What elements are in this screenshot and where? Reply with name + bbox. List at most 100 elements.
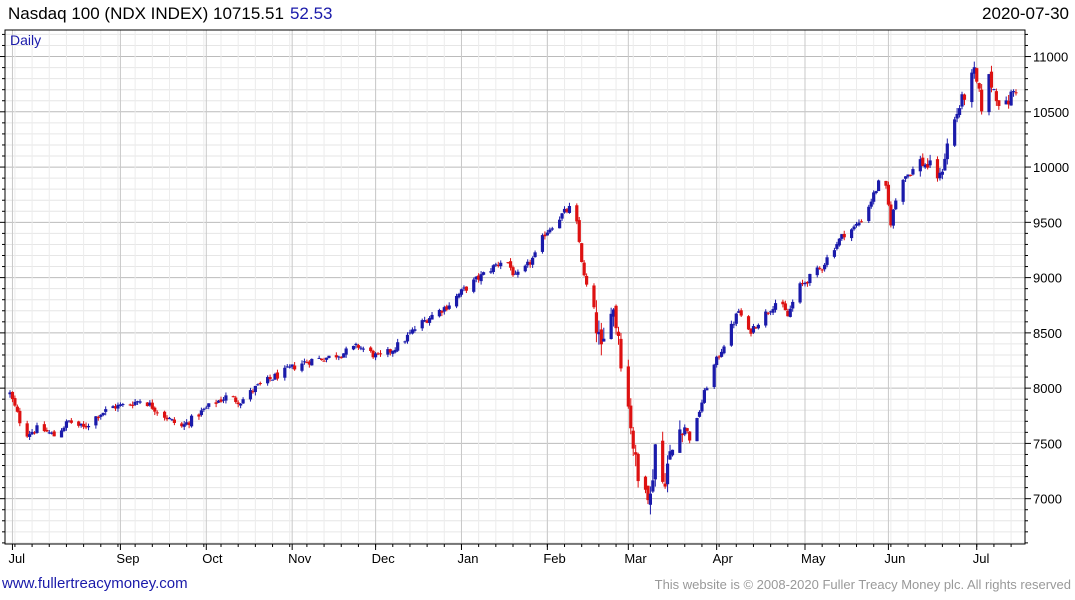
candle-body <box>165 417 169 420</box>
candle-body <box>852 226 856 230</box>
candle-body <box>150 402 154 409</box>
candle-body <box>869 201 873 207</box>
candle-body <box>734 313 738 324</box>
candle-body <box>273 373 277 380</box>
candle-body <box>283 367 287 378</box>
candle-body <box>69 420 73 423</box>
candle-body <box>646 485 650 501</box>
candle-body <box>420 320 424 329</box>
candle-body <box>786 310 790 317</box>
candle-body <box>18 410 22 424</box>
candle-body <box>808 273 812 284</box>
candle-body <box>665 463 670 485</box>
candle-body <box>953 119 957 146</box>
candle-body <box>256 384 260 386</box>
candle-body <box>874 191 878 194</box>
website-link[interactable]: www.fullertreacymoney.com <box>2 575 188 592</box>
candle-body <box>722 346 726 354</box>
candle-body <box>464 286 468 291</box>
y-tick-label: 8000 <box>1033 381 1062 396</box>
candle-body <box>82 423 86 427</box>
candle-body <box>322 360 326 362</box>
candle-body <box>835 244 839 249</box>
candle-body <box>248 390 253 400</box>
candle-body <box>494 264 498 266</box>
candle-body <box>187 422 191 425</box>
candle-body <box>359 347 363 349</box>
candle-body <box>270 379 275 381</box>
candle-body <box>251 391 255 393</box>
candle-body <box>334 355 338 358</box>
y-tick-label: 11000 <box>1033 50 1068 65</box>
candle-body <box>499 262 503 267</box>
y-tick-label: 7000 <box>1033 492 1062 507</box>
candle-body <box>94 416 98 426</box>
candle-body <box>815 267 819 276</box>
chart-title: Nasdaq 100 (NDX INDEX) 10715.51 52.53 <box>8 4 332 24</box>
x-tick-label: Nov <box>288 551 312 566</box>
candle-body <box>35 425 39 433</box>
candle-body <box>214 402 218 404</box>
candle-body <box>135 401 140 403</box>
candle-body <box>293 365 297 370</box>
candle-body <box>612 309 616 317</box>
candle-body <box>324 357 329 360</box>
candle-body <box>528 262 532 265</box>
candle-body <box>751 326 756 333</box>
candle-body <box>408 332 412 334</box>
candle-body <box>908 174 913 176</box>
candle-body <box>840 234 844 239</box>
candle-body <box>167 417 172 419</box>
candle-body <box>224 395 228 401</box>
candle-body <box>104 409 108 412</box>
candle-body <box>565 209 569 212</box>
candle-body <box>975 68 979 82</box>
candle-body <box>857 222 861 226</box>
candle-body <box>580 243 584 262</box>
candle-body <box>558 219 562 229</box>
candle-body <box>1004 100 1008 105</box>
candle-body <box>474 276 478 280</box>
candle-body <box>663 483 667 487</box>
candle-body <box>957 108 962 116</box>
candle-body <box>926 164 930 168</box>
candle-body <box>396 342 400 351</box>
candle-body <box>182 424 186 427</box>
candle-body <box>481 272 486 275</box>
candle-body <box>28 434 32 437</box>
candle-body <box>239 403 243 406</box>
candle-body <box>594 312 599 334</box>
candle-body <box>634 452 638 455</box>
candle-body <box>631 430 635 449</box>
candle-body <box>585 275 589 285</box>
candle-body <box>876 180 881 192</box>
x-tick-label: Dec <box>372 551 396 566</box>
candle-body <box>86 425 91 428</box>
candle-body <box>371 350 375 358</box>
candle-body <box>516 271 520 275</box>
candle-body <box>305 362 309 364</box>
chart-date: 2020-07-30 <box>982 4 1069 23</box>
candle-body <box>962 94 967 100</box>
candle-body <box>113 406 118 409</box>
candle-body <box>64 421 69 428</box>
candle-body <box>447 305 451 309</box>
candle-body <box>543 234 547 237</box>
candle-body <box>42 424 46 432</box>
grid-lines <box>5 30 1025 544</box>
candle-body <box>489 271 493 273</box>
candle-body <box>609 313 613 340</box>
candle-body <box>369 347 373 352</box>
candle-body <box>351 345 356 350</box>
candle-body <box>288 366 292 368</box>
candle-body <box>13 398 17 406</box>
candle-body <box>685 428 689 431</box>
candle-body <box>911 169 915 175</box>
candle-body <box>997 100 1001 107</box>
candle-body <box>202 408 206 410</box>
candle-body <box>337 356 341 358</box>
candle-body <box>116 404 120 409</box>
candle-body <box>886 184 891 205</box>
candle-body <box>219 399 223 402</box>
